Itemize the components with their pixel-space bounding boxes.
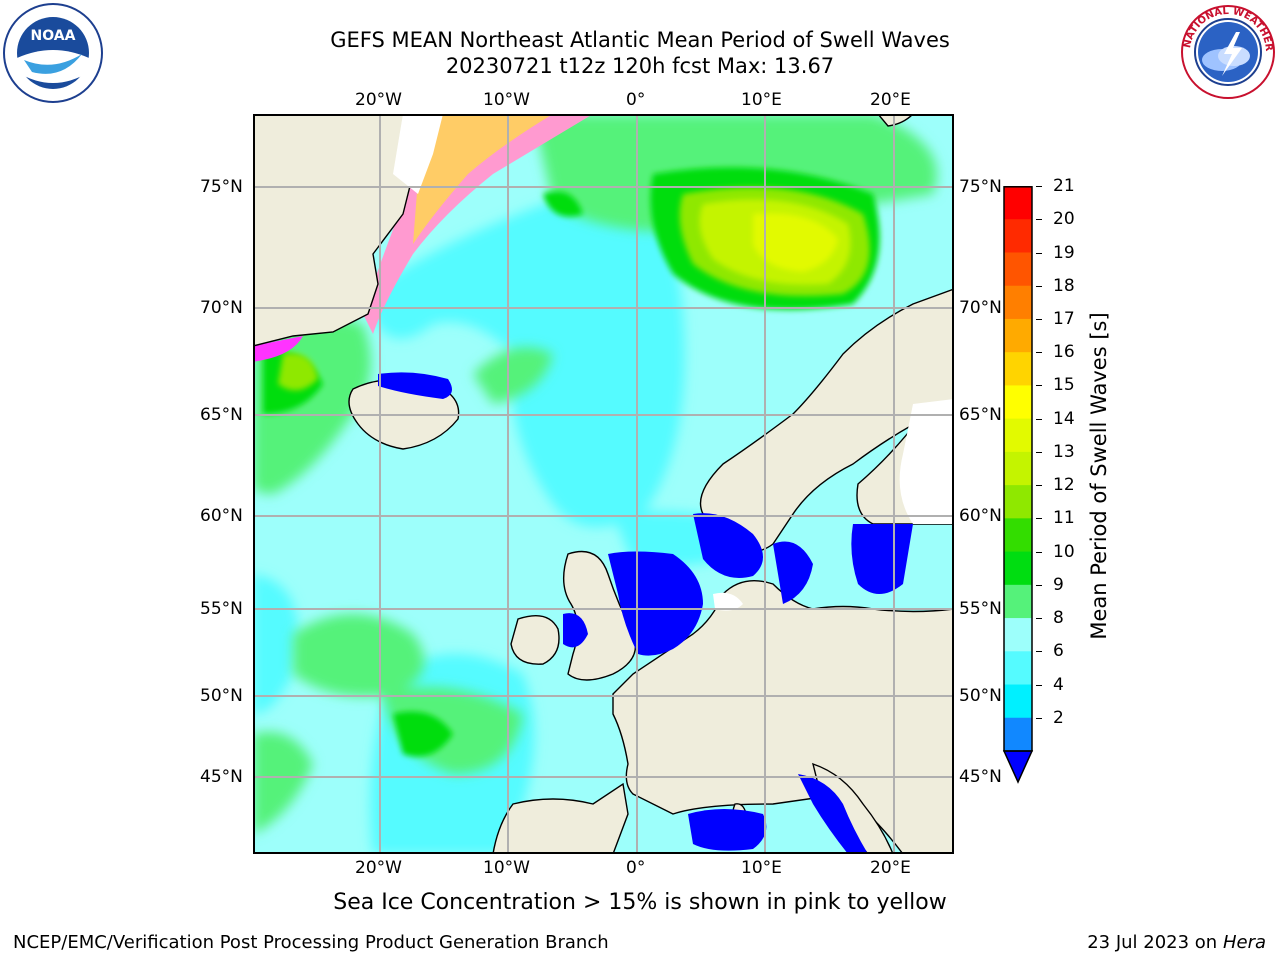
colorbar-tick-mark	[1036, 385, 1042, 387]
colorbar-tick-mark	[1036, 651, 1042, 653]
footer-credit: NCEP/EMC/Verification Post Processing Pr…	[13, 932, 609, 953]
colorbar-label-text: Mean Period of Swell Waves [s]	[1087, 312, 1111, 640]
colorbar-tick-mark	[1036, 252, 1042, 254]
colorbar-tick-mark	[1036, 518, 1042, 520]
lat-label-left-50n: 50°N	[200, 686, 243, 706]
lon-label-bottom-10w: 10°W	[483, 858, 530, 878]
colorbar-underflow-arrow	[1002, 750, 1034, 784]
colorbar-tick-label: 19	[1053, 242, 1075, 263]
map-panel	[252, 113, 955, 855]
nws-logo: NATIONAL WEATHER SERVICE	[1174, 0, 1278, 102]
colorbar-tick-label: 16	[1053, 342, 1075, 363]
lon-label-top-0: 0°	[626, 90, 646, 110]
lat-label-left-75n: 75°N	[200, 177, 243, 197]
colorbar-swatch	[1004, 618, 1032, 652]
colorbar-frame	[1003, 186, 1033, 752]
map-title: GEFS MEAN Northeast Atlantic Mean Period…	[330, 28, 950, 52]
lon-label-bottom-20e: 20°E	[870, 858, 911, 878]
colorbar-tick-mark	[1036, 717, 1042, 719]
lat-label-right-75n: 75°N	[959, 177, 1002, 197]
colorbar-tick-label: 10	[1053, 541, 1075, 562]
colorbar-tick-mark	[1036, 618, 1042, 620]
graticule	[253, 114, 954, 854]
colorbar-swatch	[1004, 551, 1032, 586]
colorbar-swatch	[1004, 252, 1032, 287]
colorbar-tick-label: 12	[1053, 475, 1075, 496]
colorbar-swatch	[1004, 451, 1032, 486]
colorbar-tick-label: 17	[1053, 308, 1075, 329]
period-below-4-blue	[378, 372, 913, 854]
colorbar-swatches	[1002, 186, 1034, 784]
colorbar-tick-label: 4	[1053, 674, 1064, 695]
colorbar-tick-label: 13	[1053, 441, 1075, 462]
colorbar-tick-label: 2	[1053, 707, 1064, 728]
colorbar-swatch	[1004, 385, 1032, 420]
lat-label-left-60n: 60°N	[200, 506, 243, 526]
lat-label-right-45n: 45°N	[959, 767, 1002, 787]
colorbar-label: Mean Period of Swell Waves [s]	[1082, 186, 1116, 766]
colorbar-swatch	[1004, 485, 1032, 519]
lat-label-left-65n: 65°N	[200, 405, 243, 425]
lat-label-right-70n: 70°N	[959, 298, 1002, 318]
lat-label-right-60n: 60°N	[959, 506, 1002, 526]
colorbar-tick-label: 8	[1053, 608, 1064, 629]
noaa-logo-text: NOAA	[31, 28, 76, 44]
colorbar-tick-mark	[1036, 219, 1042, 221]
lon-label-top-20e: 20°E	[870, 90, 911, 110]
colorbar-swatch	[1004, 651, 1032, 686]
footer-date: 23 Jul 2023 on Hera	[1087, 932, 1266, 953]
lon-label-top-10e: 10°E	[741, 90, 782, 110]
colorbar-tick-mark	[1036, 318, 1042, 320]
lat-label-left-55n: 55°N	[200, 599, 243, 619]
no-data-white	[393, 114, 954, 611]
colorbar	[1000, 186, 1036, 786]
noaa-logo: NOAA	[2, 2, 104, 104]
lon-label-bottom-10e: 10°E	[741, 858, 782, 878]
lon-label-top-10w: 10°W	[483, 90, 530, 110]
colorbar-tick-label: 20	[1053, 209, 1075, 230]
colorbar-tick-mark	[1036, 352, 1042, 354]
colorbar-tick-mark	[1036, 684, 1042, 686]
lon-label-bottom-20w: 20°W	[355, 858, 402, 878]
map-subtitle: 20230721 t12z 120h fcst Max: 13.67	[445, 54, 835, 78]
colorbar-swatch	[1004, 285, 1032, 320]
colorbar-swatch	[1004, 318, 1032, 353]
colorbar-tick-label: 18	[1053, 275, 1075, 296]
colorbar-tick-mark	[1036, 418, 1042, 420]
colorbar-tick-label: 15	[1053, 375, 1075, 396]
colorbar-swatch	[1004, 518, 1032, 553]
lat-label-left-45n: 45°N	[200, 767, 243, 787]
lat-label-right-50n: 50°N	[959, 686, 1002, 706]
colorbar-tick-mark	[1036, 551, 1042, 553]
map-caption: Sea Ice Concentration > 15% is shown in …	[333, 890, 947, 915]
colorbar-ticks: 21 20 19 18 17 16 15 14 13 12 11 10 9 8 6 4 2	[1036, 176, 1086, 766]
lon-label-bottom-0: 0°	[626, 858, 646, 878]
colorbar-swatch	[1004, 684, 1032, 719]
colorbar-swatch	[1004, 219, 1032, 253]
footer-date-text: 23 Jul 2023 on	[1087, 932, 1223, 953]
period-14-15-yellow	[753, 213, 838, 272]
lat-label-left-70n: 70°N	[200, 298, 243, 318]
colorbar-swatch	[1004, 717, 1032, 752]
colorbar-swatch	[1004, 352, 1032, 386]
footer-host: Hera	[1222, 932, 1266, 953]
map-frame	[253, 114, 954, 854]
colorbar-tick-label: 6	[1053, 641, 1064, 662]
lat-label-right-55n: 55°N	[959, 599, 1002, 619]
colorbar-tick-label: 14	[1053, 408, 1075, 429]
colorbar-tick-label: 9	[1053, 574, 1064, 595]
lat-label-right-65n: 65°N	[959, 405, 1002, 425]
colorbar-swatch	[1004, 186, 1032, 220]
colorbar-tick-mark	[1036, 451, 1042, 453]
colorbar-tick-mark	[1036, 485, 1042, 487]
colorbar-swatch	[1004, 584, 1032, 619]
colorbar-tick-mark	[1036, 186, 1042, 187]
colorbar-swatch	[1004, 418, 1032, 453]
colorbar-tick-label: 11	[1053, 508, 1075, 529]
lon-label-top-20w: 20°W	[355, 90, 402, 110]
colorbar-tick-label: 21	[1053, 176, 1075, 196]
colorbar-tick-mark	[1036, 285, 1042, 287]
colorbar-tick-mark	[1036, 584, 1042, 586]
